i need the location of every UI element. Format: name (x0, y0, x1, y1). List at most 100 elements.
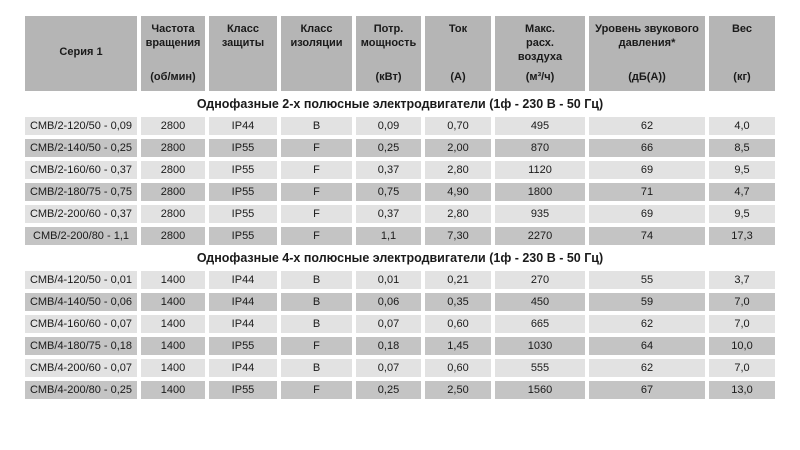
cell-insulation: B (281, 293, 352, 311)
column-header-content: Уровень звукового давления* (дБ(А)) (589, 16, 705, 91)
column-unit: (кВт) (375, 70, 402, 83)
cell-speed: 1400 (141, 359, 205, 377)
cell-speed: 1400 (141, 271, 205, 289)
cell-speed: 1400 (141, 315, 205, 333)
cell-current: 0,21 (425, 271, 491, 289)
cell-sound: 69 (589, 205, 705, 223)
column-label: Класс защиты (221, 23, 265, 49)
column-label: Класс изоляции (290, 23, 343, 49)
cell-current: 2,00 (425, 139, 491, 157)
column-header-airflow: Макс. расх. воздуха (м³/ч) (495, 16, 585, 91)
cell-sound: 55 (589, 271, 705, 289)
cell-speed: 2800 (141, 183, 205, 201)
cell-series: CMB/4-180/75 - 0,18 (25, 337, 137, 355)
table-row: CMB/4-160/60 - 0,07 1400 IP44 B 0,07 0,60 665 6… (25, 315, 775, 333)
page: { "colors": { "header_bg": "#b5b5b5", "r… (0, 12, 800, 450)
cell-weight: 3,7 (709, 271, 775, 289)
column-header-content: Класс изоляции (281, 16, 352, 91)
cell-weight: 7,0 (709, 315, 775, 333)
cell-airflow: 1030 (495, 337, 585, 355)
column-label: Потр. мощность (360, 23, 417, 49)
cell-speed: 2800 (141, 139, 205, 157)
column-label: Вес (731, 23, 753, 35)
cell-protection: IP44 (209, 293, 277, 311)
column-header-content: Ток (А) (425, 16, 491, 91)
column-unit: (м³/ч) (525, 70, 555, 83)
cell-speed: 1400 (141, 381, 205, 399)
table-row: CMB/4-140/50 - 0,06 1400 IP44 B 0,06 0,35 450 5… (25, 293, 775, 311)
section-title: Однофазные 4-х полюсные электродвигатели… (25, 249, 775, 267)
cell-airflow: 495 (495, 117, 585, 135)
column-header-content: Частота вращения (об/мин) (141, 16, 205, 91)
cell-sound: 66 (589, 139, 705, 157)
cell-airflow: 1560 (495, 381, 585, 399)
cell-power: 0,09 (356, 117, 421, 135)
cell-speed: 1400 (141, 293, 205, 311)
cell-power: 1,1 (356, 227, 421, 245)
column-header-speed: Частота вращения (об/мин) (141, 16, 205, 91)
column-header-power: Потр. мощность (кВт) (356, 16, 421, 91)
cell-sound: 59 (589, 293, 705, 311)
cell-airflow: 870 (495, 139, 585, 157)
table-row: CMB/2-200/60 - 0,37 2800 IP55 F 0,37 2,80 935 6… (25, 205, 775, 223)
cell-series: CMB/4-200/60 - 0,07 (25, 359, 137, 377)
cell-series: CMB/4-200/80 - 0,25 (25, 381, 137, 399)
cell-insulation: B (281, 359, 352, 377)
cell-current: 2,80 (425, 161, 491, 179)
cell-speed: 2800 (141, 161, 205, 179)
cell-speed: 2800 (141, 227, 205, 245)
cell-speed: 2800 (141, 205, 205, 223)
column-unit: (А) (450, 70, 466, 83)
cell-speed: 1400 (141, 337, 205, 355)
cell-insulation: F (281, 381, 352, 399)
cell-sound: 62 (589, 359, 705, 377)
cell-sound: 62 (589, 315, 705, 333)
cell-insulation: F (281, 227, 352, 245)
cell-sound: 74 (589, 227, 705, 245)
table-row: CMB/4-200/60 - 0,07 1400 IP44 B 0,07 0,60 555 6… (25, 359, 775, 377)
header-row: Серия 1 Частота вращения (об/мин) Класс защ… (25, 16, 775, 91)
cell-sound: 67 (589, 381, 705, 399)
cell-insulation: F (281, 161, 352, 179)
cell-series: CMB/2-200/80 - 1,1 (25, 227, 137, 245)
cell-power: 0,06 (356, 293, 421, 311)
cell-airflow: 665 (495, 315, 585, 333)
column-header-sound: Уровень звукового давления* (дБ(А)) (589, 16, 705, 91)
cell-airflow: 270 (495, 271, 585, 289)
table-head: Серия 1 Частота вращения (об/мин) Класс защ… (25, 16, 775, 91)
table-row: CMB/4-120/50 - 0,01 1400 IP44 B 0,01 0,21 270 5… (25, 271, 775, 289)
cell-insulation: F (281, 183, 352, 201)
cell-current: 4,90 (425, 183, 491, 201)
table-body: Однофазные 2-х полюсные электродвигатели… (25, 95, 775, 399)
cell-sound: 62 (589, 117, 705, 135)
cell-weight: 17,3 (709, 227, 775, 245)
column-label: Макс. расх. воздуха (517, 23, 563, 63)
column-header-content: Потр. мощность (кВт) (356, 16, 421, 91)
cell-weight: 13,0 (709, 381, 775, 399)
cell-weight: 7,0 (709, 293, 775, 311)
column-header-series: Серия 1 (25, 16, 137, 91)
column-unit: (дБ(А)) (628, 70, 666, 83)
cell-power: 0,37 (356, 161, 421, 179)
cell-protection: IP44 (209, 359, 277, 377)
column-label: Серия 1 (59, 46, 103, 59)
column-label: Частота вращения (145, 23, 201, 49)
cell-power: 0,25 (356, 139, 421, 157)
cell-series: CMB/4-140/50 - 0,06 (25, 293, 137, 311)
column-header-insulation: Класс изоляции (281, 16, 352, 91)
table-row: CMB/4-180/75 - 0,18 1400 IP55 F 0,18 1,45 1030… (25, 337, 775, 355)
table-row: CMB/2-140/50 - 0,25 2800 IP55 F 0,25 2,00 870 6… (25, 139, 775, 157)
cell-speed: 2800 (141, 117, 205, 135)
cell-weight: 4,0 (709, 117, 775, 135)
cell-weight: 9,5 (709, 161, 775, 179)
cell-series: CMB/4-160/60 - 0,07 (25, 315, 137, 333)
cell-insulation: B (281, 271, 352, 289)
cell-protection: IP44 (209, 271, 277, 289)
section-title-row: Однофазные 2-х полюсные электродвигатели… (25, 95, 775, 113)
cell-power: 0,25 (356, 381, 421, 399)
cell-current: 0,60 (425, 359, 491, 377)
cell-weight: 7,0 (709, 359, 775, 377)
cell-airflow: 555 (495, 359, 585, 377)
cell-sound: 64 (589, 337, 705, 355)
cell-protection: IP55 (209, 139, 277, 157)
